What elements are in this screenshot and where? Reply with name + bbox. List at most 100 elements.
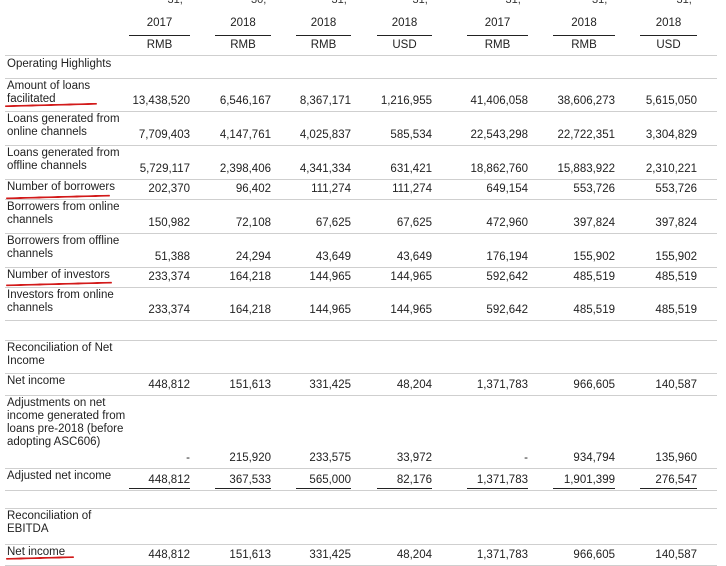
cell-value: 485,519 — [655, 304, 697, 316]
header-currency: RMB — [571, 39, 597, 51]
row-label: Borrowers from online channels — [7, 201, 120, 226]
cell-value: 485,519 — [573, 271, 615, 283]
cell-value: 48,204 — [396, 549, 432, 561]
cell-value: 553,726 — [573, 183, 615, 195]
cell-value: 331,425 — [309, 379, 351, 391]
table-row: Number of investors 233,374 164,218 144,965… — [5, 267, 717, 288]
header-rule — [129, 35, 190, 36]
cell-value: 164,218 — [229, 271, 271, 283]
total-rule — [129, 488, 190, 489]
cell-value: 966,605 — [573, 379, 615, 391]
table-row — [5, 490, 717, 509]
cell-value: 565,000 — [309, 474, 351, 486]
cell-value: 111,274 — [311, 183, 351, 195]
header-currency: RMB — [484, 39, 511, 51]
table-row: Operating Highlights — [5, 56, 717, 79]
cell-value: 13,438,520 — [132, 95, 190, 107]
cell-value: 176,194 — [486, 251, 528, 263]
cell-value: 51,388 — [154, 251, 190, 263]
cell-value: 215,920 — [229, 452, 271, 464]
cell-value: 43,649 — [315, 251, 351, 263]
cell-value: 6,546,167 — [219, 95, 271, 107]
header-rule — [467, 35, 528, 36]
header-cut-date: 31, — [592, 0, 608, 6]
cell-value: 72,108 — [235, 217, 271, 229]
total-rule — [467, 488, 528, 489]
cell-value: 150,982 — [148, 217, 190, 229]
header-rule — [377, 35, 432, 36]
header-cut-date: 31, — [331, 0, 347, 6]
cell-value: 38,606,273 — [557, 95, 615, 107]
cell-value: 22,543,298 — [470, 129, 528, 141]
row-label: Amount of loans facilitated — [7, 80, 91, 105]
total-rule — [553, 488, 615, 489]
row-label: Loans generated from online channels — [7, 113, 120, 138]
cell-value: 135,960 — [655, 452, 697, 464]
table-row: Net income 448,812 151,613 331,425 48,204 1,3… — [5, 373, 717, 396]
header-year: 2018 — [571, 17, 597, 29]
cell-value: 585,534 — [390, 129, 432, 141]
header-currency: USD — [392, 39, 417, 51]
cell-value: - — [524, 452, 528, 464]
cell-value: 22,722,351 — [557, 129, 615, 141]
cell-value: 15,883,922 — [557, 163, 615, 175]
header-rule — [296, 35, 351, 36]
cell-value: 155,902 — [655, 251, 697, 263]
cell-value: 1,216,955 — [380, 95, 432, 107]
cell-value: 67,625 — [396, 217, 432, 229]
cell-value: 592,642 — [486, 271, 528, 283]
cell-value: 48,204 — [396, 379, 432, 391]
cell-value: 485,519 — [573, 304, 615, 316]
cell-value: 4,341,334 — [299, 163, 351, 175]
cell-value: 1,901,399 — [563, 474, 615, 486]
row-label: Operating Highlights — [7, 58, 112, 70]
table-row — [5, 320, 717, 341]
header-rule — [215, 35, 271, 36]
cell-value: 276,547 — [655, 474, 697, 486]
header-currency: RMB — [310, 39, 337, 51]
cell-value: 202,370 — [148, 183, 190, 195]
cell-value: 24,294 — [235, 251, 271, 263]
cell-value: 8,367,171 — [299, 95, 351, 107]
row-label: Number of borrowers — [7, 181, 116, 193]
header-rule — [640, 35, 697, 36]
row-label: Number of investors — [7, 269, 110, 281]
header-cut-date: 31, — [412, 0, 428, 6]
cell-value: 2,310,221 — [645, 163, 697, 175]
table-row: Investors from online channels 233,374 164… — [5, 287, 717, 321]
header-cut-date: 31, — [676, 0, 692, 6]
cell-value: 164,218 — [229, 304, 271, 316]
cell-value: 448,812 — [148, 474, 190, 486]
cell-value: 4,147,761 — [219, 129, 271, 141]
cell-value: 82,176 — [396, 474, 432, 486]
cell-value: 4,025,837 — [299, 129, 351, 141]
row-label: Net income — [7, 546, 66, 558]
header-year: 2017 — [484, 17, 511, 29]
table-row: Borrowers from online channels 150,982 72,… — [5, 199, 717, 234]
header-currency: RMB — [146, 39, 173, 51]
table-row: Loans generated from online channels 7,70… — [5, 111, 717, 146]
cell-value: 472,960 — [486, 217, 528, 229]
cell-value: 144,965 — [309, 304, 351, 316]
cell-value: 966,605 — [573, 549, 615, 561]
header-year: 2018 — [230, 17, 256, 29]
cell-value: 96,402 — [235, 183, 271, 195]
cell-value: 5,729,117 — [139, 163, 190, 175]
table-row: Number of borrowers 202,370 96,402 111,274 1… — [5, 179, 717, 200]
table-row: Adjusted net income 448,812 367,533 565,000… — [5, 468, 717, 491]
cell-value: - — [186, 452, 190, 464]
cell-value: 1,371,783 — [476, 474, 528, 486]
header-cut-date: 30, — [251, 0, 267, 6]
cell-value: 140,587 — [655, 549, 697, 561]
header-year: 2018 — [310, 17, 337, 29]
header-year: 2018 — [391, 17, 418, 29]
table-row: Borrowers from offline channels 51,388 24,… — [5, 233, 717, 268]
table-row: Amount of loans facilitated 13,438,520 6,5… — [5, 78, 717, 112]
total-rule — [215, 488, 271, 489]
cell-value: 934,794 — [573, 452, 615, 464]
cell-value: 233,374 — [148, 304, 190, 316]
row-label: Net income — [7, 375, 66, 387]
cell-value: 144,965 — [390, 271, 432, 283]
cell-value: 18,862,760 — [470, 163, 528, 175]
